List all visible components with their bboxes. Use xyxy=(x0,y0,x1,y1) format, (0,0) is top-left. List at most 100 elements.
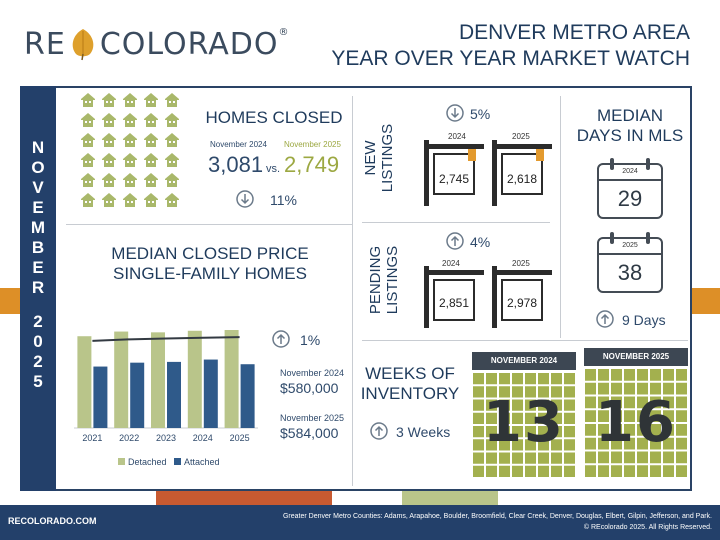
arrow-up-icon xyxy=(446,232,464,250)
house-icon xyxy=(144,93,158,107)
median-price-curr-label: November 2025 xyxy=(280,413,345,423)
legend-swatch xyxy=(174,458,181,465)
days-in-mls-change: 9 Days xyxy=(622,312,666,328)
house-icon xyxy=(144,193,158,207)
bar-attached-2023 xyxy=(167,361,181,428)
divider-left-column xyxy=(352,96,353,486)
house-icon xyxy=(165,153,179,167)
month-side-letter: 2 xyxy=(33,312,43,331)
inventory-grid-header-2025: NOVEMBER 2025 xyxy=(584,348,688,366)
homes-closed-prev-label: November 2024 xyxy=(210,140,267,149)
bar-detached-2024 xyxy=(187,330,202,428)
arrow-up-icon xyxy=(272,330,290,348)
month-side-letter: 5 xyxy=(33,372,43,391)
legend-label: Detached xyxy=(128,457,167,467)
homes-closed-curr-label: November 2025 xyxy=(284,140,341,149)
new-listings-signs xyxy=(424,140,552,206)
weeks-inventory-title: WEEKS OF INVENTORY xyxy=(360,364,460,403)
new-listings-label: NEW LISTINGS xyxy=(362,123,396,193)
bar-attached-2024 xyxy=(203,359,218,428)
trend-line xyxy=(92,336,240,342)
x-tick-label: 2024 xyxy=(193,433,213,443)
bar-detached-2021 xyxy=(77,336,92,428)
footer-site-link[interactable]: RECOLORADO.COM xyxy=(8,516,97,526)
inventory-tile-grid xyxy=(585,369,687,477)
house-icon xyxy=(123,133,137,147)
pending-listings-value-2: 2,978 xyxy=(506,296,538,310)
median-price-chart: 2021 2022 2023 2024 2025 Detached Attached xyxy=(74,330,258,467)
new-listings-value-1: 2,745 xyxy=(438,172,470,186)
house-icon xyxy=(81,153,95,167)
logo-text-left: RE xyxy=(24,26,66,62)
median-price-curr-value: $584,000 xyxy=(280,425,339,441)
house-icon xyxy=(102,173,116,187)
homes-closed-prev-value: 3,081 xyxy=(208,152,264,177)
bar-attached-2021 xyxy=(93,366,108,428)
month-side-letter: N xyxy=(31,138,45,157)
bar-detached-2025 xyxy=(224,330,239,428)
month-side-strip xyxy=(20,86,56,491)
new-listings-year-1: 2024 xyxy=(448,132,466,141)
month-side-letter: E xyxy=(32,198,44,217)
house-icon xyxy=(123,173,137,187)
bar-attached-2022 xyxy=(130,362,145,428)
inventory-value-2024: 13 xyxy=(483,390,565,455)
house-icon xyxy=(165,193,179,207)
weeks-inventory-change: 3 Weeks xyxy=(396,424,451,440)
house-icon xyxy=(144,113,158,127)
arrow-down-icon xyxy=(446,104,464,122)
month-side-letter: O xyxy=(31,158,45,177)
divider-right-column xyxy=(560,96,561,338)
aspen-leaf-icon xyxy=(72,29,94,61)
house-icon xyxy=(81,133,95,147)
house-icon xyxy=(81,93,95,107)
new-listings-change: 5% xyxy=(470,106,491,122)
page-footer: RECOLORADO.COM Greater Denver Metro Coun… xyxy=(0,505,720,540)
recolorado-logo[interactable]: RE COLORADO® xyxy=(24,20,304,68)
house-icon xyxy=(165,173,179,187)
new-listings-value-2: 2,618 xyxy=(506,172,538,186)
house-icon xyxy=(123,153,137,167)
x-tick-label: 2022 xyxy=(119,433,139,443)
header-line-2: YEAR OVER YEAR MARKET WATCH xyxy=(331,47,690,70)
house-icon xyxy=(102,113,116,127)
inventory-grid-2025 xyxy=(584,348,688,478)
house-icon xyxy=(123,93,137,107)
house-icon xyxy=(102,153,116,167)
median-price-prev-label: November 2024 xyxy=(280,368,345,378)
pending-listings-change: 4% xyxy=(470,234,491,250)
days-in-mls-value-1: 29 xyxy=(617,186,643,211)
logo-text-right: COLORADO® xyxy=(99,26,290,62)
accent-tab-left xyxy=(0,288,20,314)
pending-listings-year-1: 2024 xyxy=(442,259,460,268)
accent-tab-right xyxy=(692,288,720,314)
legend-label: Attached xyxy=(184,457,220,467)
inventory-value-2025: 16 xyxy=(595,390,677,455)
house-icon xyxy=(102,193,116,207)
page-header: DENVER METRO AREA YEAR OVER YEAR MARKET … xyxy=(331,20,690,72)
house-icon xyxy=(123,113,137,127)
new-listings-year-2: 2025 xyxy=(512,132,530,141)
pending-listings-label: PENDING LISTINGS xyxy=(367,245,401,315)
homes-closed-change: 11% xyxy=(270,192,297,208)
divider-homes-price xyxy=(66,224,352,225)
house-icon xyxy=(81,173,95,187)
arrow-up-icon xyxy=(370,422,388,440)
median-price-title: MEDIAN CLOSED PRICE SINGLE-FAMILY HOMES xyxy=(111,244,309,283)
legend-swatch xyxy=(118,458,125,465)
month-side-letter: V xyxy=(32,178,44,197)
inventory-grid-header-2024: NOVEMBER 2024 xyxy=(472,352,576,370)
house-icon xyxy=(102,133,116,147)
divider-inventory xyxy=(362,340,688,341)
header-line-1: DENVER METRO AREA xyxy=(458,21,690,44)
house-icon xyxy=(144,153,158,167)
house-icon xyxy=(165,113,179,127)
month-side-letter: 0 xyxy=(33,332,43,351)
month-side-letter: E xyxy=(32,258,44,277)
days-in-mls-value-2: 38 xyxy=(617,260,643,285)
month-side-letter xyxy=(20,298,56,312)
month-side-letter: M xyxy=(30,218,46,237)
days-in-mls-year-1: 2024 xyxy=(622,168,638,175)
pending-listings-signs xyxy=(424,266,552,328)
divider-listings xyxy=(362,222,550,223)
